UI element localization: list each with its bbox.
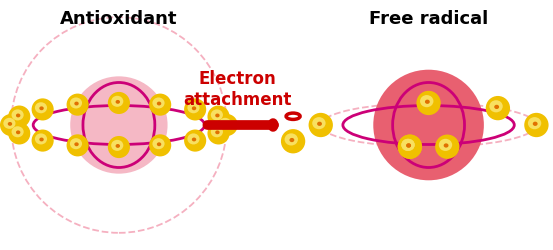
Ellipse shape bbox=[12, 126, 24, 137]
Ellipse shape bbox=[444, 143, 448, 148]
Ellipse shape bbox=[420, 95, 434, 107]
Ellipse shape bbox=[149, 134, 171, 156]
Ellipse shape bbox=[281, 129, 305, 154]
Ellipse shape bbox=[216, 114, 238, 136]
Ellipse shape bbox=[184, 98, 206, 120]
Ellipse shape bbox=[215, 130, 220, 134]
Ellipse shape bbox=[425, 100, 430, 104]
Ellipse shape bbox=[187, 134, 200, 144]
Ellipse shape bbox=[398, 134, 422, 159]
Ellipse shape bbox=[489, 100, 503, 112]
Ellipse shape bbox=[406, 143, 411, 148]
Ellipse shape bbox=[401, 139, 415, 151]
Ellipse shape bbox=[312, 117, 326, 129]
Ellipse shape bbox=[116, 100, 120, 104]
Ellipse shape bbox=[153, 138, 165, 149]
Ellipse shape bbox=[16, 114, 20, 117]
Ellipse shape bbox=[111, 96, 123, 107]
Ellipse shape bbox=[108, 92, 130, 114]
Ellipse shape bbox=[215, 114, 220, 117]
Ellipse shape bbox=[406, 143, 411, 148]
Ellipse shape bbox=[207, 106, 229, 128]
Ellipse shape bbox=[494, 105, 499, 109]
Text: Antioxidant: Antioxidant bbox=[60, 10, 178, 28]
Ellipse shape bbox=[157, 102, 161, 105]
Ellipse shape bbox=[16, 130, 20, 134]
Ellipse shape bbox=[116, 144, 120, 148]
Ellipse shape bbox=[223, 122, 228, 126]
Ellipse shape bbox=[12, 110, 24, 120]
Ellipse shape bbox=[373, 70, 484, 180]
Ellipse shape bbox=[8, 122, 30, 144]
Ellipse shape bbox=[528, 117, 541, 129]
Ellipse shape bbox=[66, 94, 88, 116]
Ellipse shape bbox=[3, 118, 15, 129]
Ellipse shape bbox=[533, 122, 538, 126]
Ellipse shape bbox=[317, 122, 322, 126]
Ellipse shape bbox=[70, 138, 82, 149]
Ellipse shape bbox=[309, 113, 333, 137]
Ellipse shape bbox=[35, 134, 47, 144]
Ellipse shape bbox=[108, 136, 130, 158]
Ellipse shape bbox=[153, 98, 165, 108]
Ellipse shape bbox=[187, 102, 200, 113]
FancyArrowPatch shape bbox=[207, 123, 274, 127]
Ellipse shape bbox=[8, 122, 12, 126]
Ellipse shape bbox=[184, 130, 206, 152]
Ellipse shape bbox=[149, 94, 171, 116]
Ellipse shape bbox=[207, 122, 229, 144]
Ellipse shape bbox=[398, 134, 422, 159]
Ellipse shape bbox=[401, 139, 415, 151]
Ellipse shape bbox=[435, 134, 460, 159]
Ellipse shape bbox=[211, 110, 223, 120]
Ellipse shape bbox=[0, 114, 22, 136]
Ellipse shape bbox=[486, 96, 510, 120]
Ellipse shape bbox=[289, 138, 294, 142]
Ellipse shape bbox=[35, 102, 47, 113]
Ellipse shape bbox=[416, 91, 441, 115]
Ellipse shape bbox=[157, 142, 161, 146]
Ellipse shape bbox=[285, 133, 298, 145]
Text: Electron
attachment: Electron attachment bbox=[184, 70, 292, 109]
Ellipse shape bbox=[524, 113, 549, 137]
Ellipse shape bbox=[439, 139, 452, 151]
Ellipse shape bbox=[192, 106, 196, 110]
Ellipse shape bbox=[70, 98, 82, 108]
Ellipse shape bbox=[74, 142, 79, 146]
Ellipse shape bbox=[39, 106, 44, 110]
Text: Free radical: Free radical bbox=[369, 10, 488, 28]
Ellipse shape bbox=[32, 130, 54, 152]
Ellipse shape bbox=[111, 140, 123, 151]
Ellipse shape bbox=[66, 134, 88, 156]
Ellipse shape bbox=[219, 118, 231, 129]
Ellipse shape bbox=[211, 126, 223, 137]
Ellipse shape bbox=[74, 102, 79, 105]
Ellipse shape bbox=[8, 106, 30, 128]
Ellipse shape bbox=[39, 138, 44, 141]
Ellipse shape bbox=[192, 138, 196, 141]
Ellipse shape bbox=[32, 98, 54, 120]
Ellipse shape bbox=[70, 76, 168, 174]
